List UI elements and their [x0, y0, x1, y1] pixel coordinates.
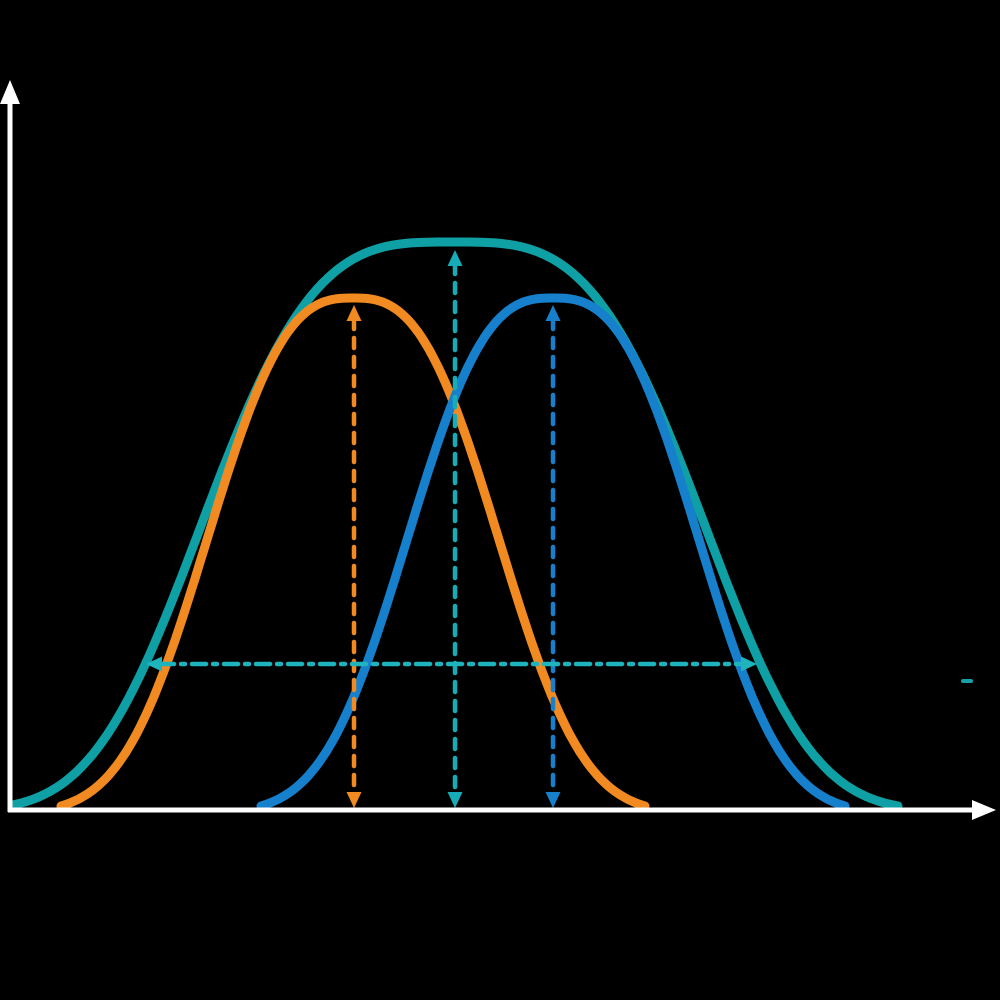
left-peak-height-arrow-bottom-arrowhead [346, 792, 362, 808]
right-bell-curve-path [256, 293, 850, 811]
left-bell-curve-path [56, 293, 650, 811]
x-axis-arrowhead [972, 800, 996, 820]
envelope-width-arrow-left-arrowhead [146, 656, 162, 672]
envelope-peak-height-arrow-bottom-arrowhead [447, 792, 463, 808]
right-peak-height-arrow-top-arrowhead [545, 305, 561, 321]
y-axis-arrowhead [0, 80, 20, 104]
envelope-peak-height-arrow-top-arrowhead [447, 250, 463, 266]
envelope-width-arrow-right-arrowhead [741, 656, 757, 672]
envelope-curve-path [8, 237, 903, 811]
right-peak-height-arrow-bottom-arrowhead [545, 792, 561, 808]
small-teal-dash [961, 679, 973, 683]
left-peak-height-arrow-top-arrowhead [346, 305, 362, 321]
